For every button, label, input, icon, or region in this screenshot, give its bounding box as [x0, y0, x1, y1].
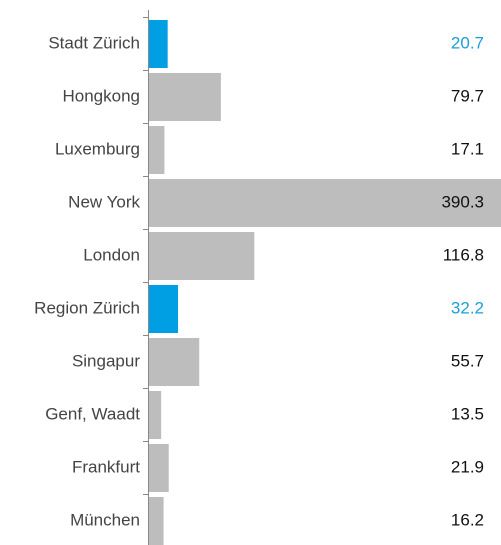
y-tick-label: Luxemburg	[55, 139, 140, 158]
bar	[149, 285, 179, 333]
bar	[149, 126, 165, 174]
value-label: 21.9	[451, 457, 484, 476]
value-label: 16.2	[451, 510, 484, 529]
y-tick-label: Genf, Waadt	[45, 404, 140, 423]
bar	[149, 179, 501, 227]
bar	[149, 232, 255, 280]
value-label: 13.5	[451, 404, 484, 423]
bar	[149, 20, 168, 68]
y-tick-label: New York	[68, 192, 140, 211]
bar	[149, 391, 162, 439]
value-label: 55.7	[451, 351, 484, 370]
value-label: 17.1	[451, 139, 484, 158]
value-label: 32.2	[451, 298, 484, 317]
y-tick-label: Stadt Zürich	[48, 33, 140, 52]
bar	[149, 338, 200, 386]
y-tick-label: Region Zürich	[34, 298, 140, 317]
y-tick-label: London	[83, 245, 140, 264]
y-tick-label: Singapur	[72, 351, 140, 370]
y-tick-label: Frankfurt	[72, 457, 140, 476]
bar	[149, 444, 169, 492]
bar	[149, 497, 164, 545]
value-label: 79.7	[451, 86, 484, 105]
value-label: 116.8	[443, 245, 484, 264]
bar	[149, 73, 221, 121]
value-label: 390.3	[441, 192, 484, 211]
y-tick-label: München	[70, 510, 140, 529]
value-label: 20.7	[451, 33, 484, 52]
y-tick-label: Hongkong	[62, 86, 140, 105]
